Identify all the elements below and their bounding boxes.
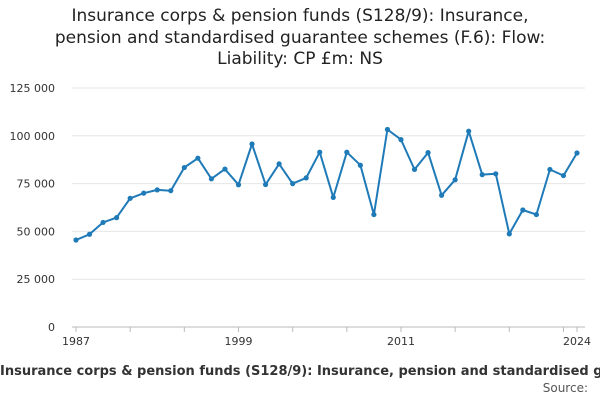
data-point <box>398 137 404 143</box>
source-label: Source: <box>542 381 588 395</box>
data-point <box>276 161 282 167</box>
data-point <box>533 211 539 218</box>
data-point <box>249 141 255 147</box>
series-line <box>75 128 578 241</box>
data-point <box>208 176 215 182</box>
y-tick-label: 0 <box>48 321 55 334</box>
data-point <box>547 166 553 173</box>
chart-title-line-1: Insurance corps & pension funds (S128/9)… <box>71 6 529 26</box>
data-point <box>181 164 187 171</box>
data-point <box>127 195 133 201</box>
y-tick-label: 25 000 <box>17 273 56 286</box>
data-point <box>479 172 485 178</box>
y-tick-label: 125 000 <box>10 82 56 95</box>
x-tick-label: 1999 <box>224 335 252 348</box>
data-point <box>425 150 431 156</box>
y-tick-label: 100 000 <box>10 130 56 143</box>
data-point <box>493 171 499 177</box>
legend-series-label: Insurance corps & pension funds (S128/9)… <box>0 364 600 379</box>
x-tick-label: 2011 <box>387 335 415 348</box>
data-point <box>290 181 296 187</box>
x-tick-label: 1987 <box>62 335 90 348</box>
x-tick-label: 2024 <box>563 335 591 348</box>
data-point <box>371 211 377 218</box>
data-point <box>317 149 323 155</box>
y-tick-label: 50 000 <box>17 225 56 238</box>
data-point <box>195 155 201 161</box>
data-point <box>452 177 458 183</box>
data-point <box>438 192 445 198</box>
data-point <box>466 128 472 134</box>
chart-title-line-3: Liability: CP £m: NS <box>217 49 383 69</box>
data-point <box>506 231 512 237</box>
data-point <box>154 187 160 193</box>
data-point <box>100 219 106 226</box>
data-point <box>235 182 242 188</box>
data-point <box>330 194 336 200</box>
data-point <box>168 188 174 194</box>
data-point <box>303 175 309 181</box>
data-point <box>384 126 391 133</box>
data-point <box>411 166 418 173</box>
y-tick-label: 75 000 <box>17 178 56 191</box>
chart-title-line-2: pension and standardised guarantee schem… <box>54 27 546 48</box>
data-point <box>344 149 350 155</box>
data-point <box>262 181 269 188</box>
data-point <box>520 207 526 213</box>
data-point <box>222 166 228 172</box>
data-point <box>73 237 79 243</box>
data-point <box>560 172 567 179</box>
data-point <box>574 150 580 156</box>
chart-title: Insurance corps & pension funds (S128/9)… <box>0 6 600 71</box>
data-point <box>141 190 147 196</box>
data-point <box>357 162 363 168</box>
data-point <box>86 231 93 237</box>
data-point <box>114 215 120 221</box>
